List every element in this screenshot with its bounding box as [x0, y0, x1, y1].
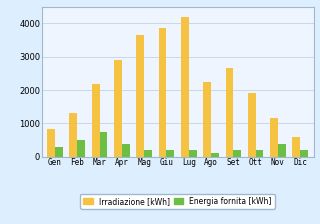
Bar: [92, 84, 100, 157]
Bar: [233, 150, 241, 157]
Bar: [270, 118, 278, 157]
Bar: [181, 17, 189, 157]
Bar: [203, 82, 211, 157]
Bar: [144, 150, 152, 157]
Bar: [292, 137, 300, 157]
Bar: [166, 150, 174, 157]
Bar: [159, 28, 166, 157]
Bar: [122, 144, 130, 157]
Bar: [69, 113, 77, 157]
Bar: [47, 129, 55, 157]
Bar: [211, 153, 219, 157]
Bar: [278, 144, 286, 157]
Bar: [100, 132, 108, 157]
Legend: Irradiazione [kWh], Energia fornita [kWh]: Irradiazione [kWh], Energia fornita [kWh…: [80, 194, 275, 209]
Bar: [136, 35, 144, 157]
Bar: [189, 150, 196, 157]
Bar: [300, 150, 308, 157]
Bar: [77, 140, 85, 157]
Bar: [226, 68, 233, 157]
Bar: [256, 150, 263, 157]
Bar: [248, 93, 256, 157]
Bar: [114, 60, 122, 157]
Bar: [55, 147, 63, 157]
